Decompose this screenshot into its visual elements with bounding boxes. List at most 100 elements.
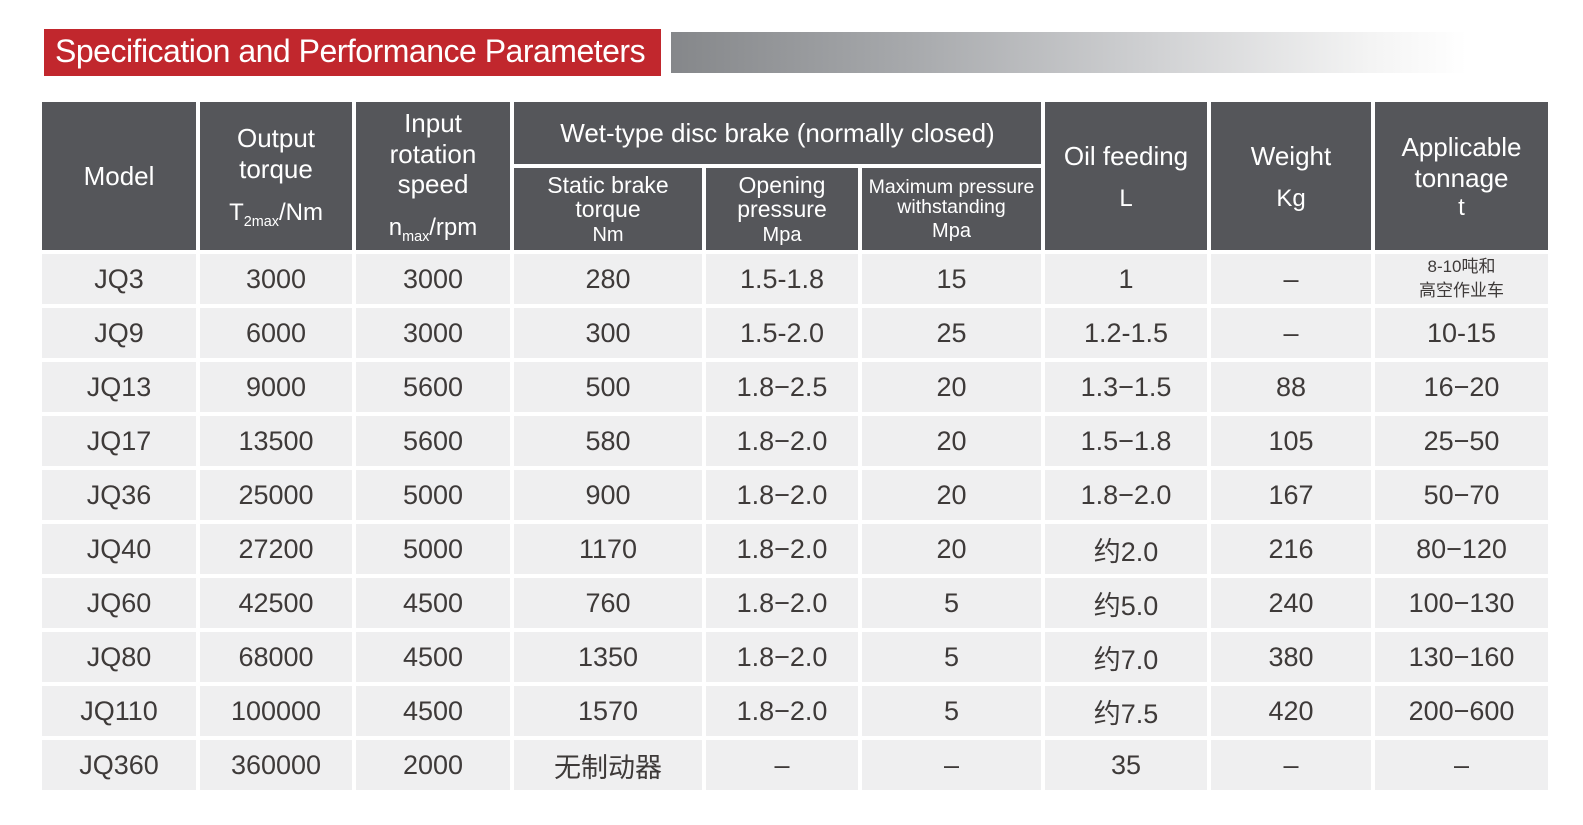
table-row: JQ13 9000 5600 500 1.8−2.5 20 1.3−1.5 88… [42,362,1548,412]
cell-output: 42500 [200,578,352,628]
col-header-static-label: Static brake torque [547,171,669,222]
cell-oil: 约7.5 [1045,686,1207,736]
cell-weight: 88 [1211,362,1371,412]
cell-weight: 105 [1211,416,1371,466]
cell-tonnage: 10-15 [1375,308,1548,358]
col-header-tonnage: Applicable tonnage t [1375,102,1548,250]
cell-oil: 1.2-1.5 [1045,308,1207,358]
cell-static: 280 [514,254,702,304]
col-header-wet-brake-group: Wet-type disc brake (normally closed) [514,102,1041,164]
cell-weight: 380 [1211,632,1371,682]
col-header-weight: Weight Kg [1211,102,1371,250]
cell-tonnage: 80−120 [1375,524,1548,574]
col-header-max-pressure: Maximum pressure withstanding Mpa [862,168,1041,250]
table-row: JQ3 3000 3000 280 1.5-1.8 15 1 – 8-10吨和 … [42,254,1548,304]
cell-tonnage: 100−130 [1375,578,1548,628]
cell-opening: 1.8−2.0 [706,578,858,628]
header-row-top: Model Output torque T2max/Nm Input rotat… [42,102,1548,250]
cell-input: 3000 [356,308,510,358]
cell-model: JQ60 [42,578,196,628]
cell-model: JQ9 [42,308,196,358]
cell-max: 5 [862,578,1041,628]
cell-opening: 1.8−2.0 [706,416,858,466]
cell-weight: – [1211,740,1371,790]
col-header-oil-unit: L [1119,185,1133,213]
cell-output: 25000 [200,470,352,520]
col-header-tonnage-unit: t [1458,193,1465,221]
col-header-input-label: Input rotation speed [389,107,477,200]
cell-input: 5600 [356,362,510,412]
cell-oil: 约7.0 [1045,632,1207,682]
cell-oil: 1.5−1.8 [1045,416,1207,466]
cell-weight: 240 [1211,578,1371,628]
cell-input: 3000 [356,254,510,304]
col-header-model-label: Model [83,160,155,191]
cell-oil: 1.3−1.5 [1045,362,1207,412]
cell-tonnage: – [1375,740,1548,790]
cell-static: 1170 [514,524,702,574]
cell-output: 100000 [200,686,352,736]
cell-weight: 216 [1211,524,1371,574]
cell-max: 20 [862,416,1041,466]
cell-opening: 1.8−2.0 [706,470,858,520]
cell-opening: 1.8−2.5 [706,362,858,412]
cell-oil: 35 [1045,740,1207,790]
cell-tonnage: 130−160 [1375,632,1548,682]
cell-static: 500 [514,362,702,412]
cell-max: – [862,740,1041,790]
cell-weight: 167 [1211,470,1371,520]
cell-model: JQ36 [42,470,196,520]
cell-oil: 约5.0 [1045,578,1207,628]
cell-max: 20 [862,362,1041,412]
cell-static: 300 [514,308,702,358]
col-header-static-unit: Nm [592,224,624,247]
col-header-model: Model [42,102,196,250]
col-header-input-unit: nmax/rpm [388,213,478,245]
cell-max: 20 [862,470,1041,520]
col-header-static-torque: Static brake torque Nm [514,168,702,250]
cell-input: 4500 [356,578,510,628]
cell-static: 760 [514,578,702,628]
col-header-output-unit: T2max/Nm [229,198,323,230]
cell-input: 5000 [356,470,510,520]
cell-oil: 1 [1045,254,1207,304]
col-header-max-label: Maximum pressure withstanding [868,175,1035,218]
cell-static: 580 [514,416,702,466]
cell-static: 900 [514,470,702,520]
cell-model: JQ360 [42,740,196,790]
cell-opening: 1.8−2.0 [706,632,858,682]
header-row-sub: Static brake torque Nm Opening pressure … [42,168,1548,250]
cell-oil: 约2.0 [1045,524,1207,574]
table-row: JQ9 6000 3000 300 1.5-2.0 25 1.2-1.5 – 1… [42,308,1548,358]
table-row: JQ36 25000 5000 900 1.8−2.0 20 1.8−2.0 1… [42,470,1548,520]
cell-model: JQ110 [42,686,196,736]
cell-opening: 1.8−2.0 [706,524,858,574]
cell-output: 68000 [200,632,352,682]
table-row: JQ17 13500 5600 580 1.8−2.0 20 1.5−1.8 1… [42,416,1548,466]
cell-static: 1570 [514,686,702,736]
cell-input: 4500 [356,632,510,682]
title-band: Specification and Performance Parameters [44,29,1583,76]
cell-tonnage: 25−50 [1375,416,1548,466]
cell-input: 5600 [356,416,510,466]
cell-input: 4500 [356,686,510,736]
table-row: JQ80 68000 4500 1350 1.8−2.0 5 约7.0 380 … [42,632,1548,682]
cell-oil: 1.8−2.0 [1045,470,1207,520]
cell-output: 360000 [200,740,352,790]
cell-static: 无制动器 [514,740,702,790]
table-row: JQ110 100000 4500 1570 1.8−2.0 5 约7.5 42… [42,686,1548,736]
cell-output: 3000 [200,254,352,304]
cell-opening: – [706,740,858,790]
cell-max: 20 [862,524,1041,574]
cell-opening: 1.5-2.0 [706,308,858,358]
cell-model: JQ80 [42,632,196,682]
cell-input: 2000 [356,740,510,790]
cell-max: 5 [862,632,1041,682]
cell-static: 1350 [514,632,702,682]
col-header-weight-label: Weight [1250,140,1332,171]
cell-output: 27200 [200,524,352,574]
cell-tonnage: 16−20 [1375,362,1548,412]
cell-output: 6000 [200,308,352,358]
cell-output: 9000 [200,362,352,412]
cell-max: 5 [862,686,1041,736]
